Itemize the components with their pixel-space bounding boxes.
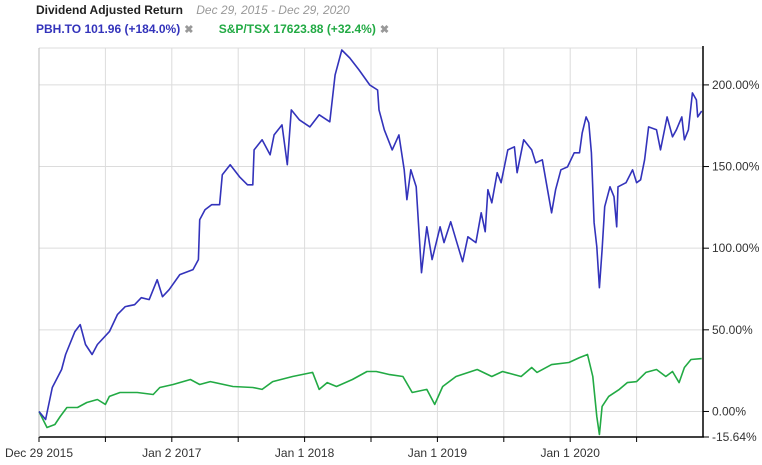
y-tick-label: 100.00% (712, 241, 760, 255)
series-line-pbh-to (38, 49, 703, 421)
date-range: Dec 29, 2015 - Dec 29, 2020 (196, 3, 350, 17)
y-tick-label: 50.00% (712, 323, 753, 337)
chart-title: Dividend Adjusted Return (36, 3, 183, 17)
legend-label: PBH.TO 101.96 (+184.0%) (36, 22, 181, 36)
y-tick-label: -15.64% (712, 430, 757, 444)
x-tick-label: Jan 1 2020 (541, 446, 601, 460)
y-tick-label: 150.00% (712, 160, 760, 174)
legend-label: S&P/TSX 17623.88 (+32.4%) (218, 22, 376, 36)
y-tick-label: 0.00% (712, 404, 746, 418)
close-icon[interactable]: ✖ (184, 24, 194, 36)
x-tick-label: Jan 1 2019 (408, 446, 468, 460)
y-tick-label: 200.00% (712, 78, 760, 92)
x-tick-label: Jan 1 2018 (275, 446, 335, 460)
series-line-s-p-tsx (38, 353, 702, 436)
legend-item-pbh: PBH.TO 101.96 (+184.0%) ✖ (36, 22, 193, 36)
close-icon[interactable]: ✖ (379, 24, 390, 36)
legend: PBH.TO 101.96 (+184.0%) ✖ S&P/TSX 17623.8… (36, 22, 411, 36)
legend-item-tsx: S&P/TSX 17623.88 (+32.4%) ✖ (219, 22, 389, 36)
x-tick-label: Jan 2 2017 (142, 446, 202, 460)
x-tick-label: Dec 29 2015 (5, 446, 73, 460)
chart-header: Dividend Adjusted Return Dec 29, 2015 - … (36, 3, 350, 17)
